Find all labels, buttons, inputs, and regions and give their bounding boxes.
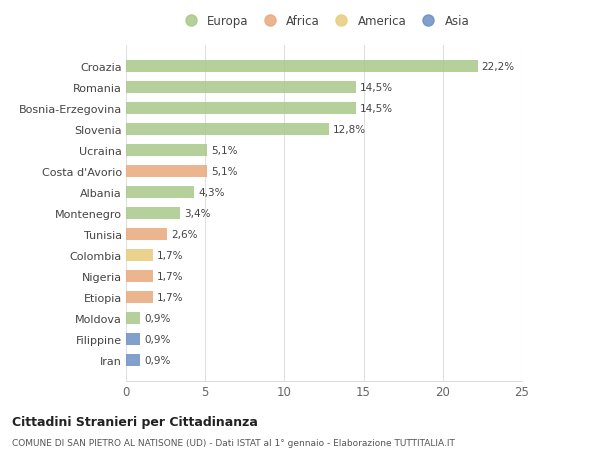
Bar: [126, 187, 194, 198]
Text: 0,9%: 0,9%: [144, 313, 170, 323]
Bar: [126, 82, 356, 94]
Text: 1,7%: 1,7%: [157, 271, 184, 281]
Text: 2,6%: 2,6%: [171, 230, 197, 239]
Text: 14,5%: 14,5%: [359, 83, 393, 93]
Text: 1,7%: 1,7%: [157, 292, 184, 302]
Text: 0,9%: 0,9%: [144, 334, 170, 344]
Bar: [126, 333, 140, 345]
Text: Cittadini Stranieri per Cittadinanza: Cittadini Stranieri per Cittadinanza: [12, 415, 258, 428]
Text: 14,5%: 14,5%: [359, 104, 393, 114]
Bar: [126, 250, 153, 261]
Bar: [126, 61, 478, 73]
Bar: [126, 291, 153, 303]
Bar: [126, 270, 153, 282]
Bar: [126, 166, 207, 177]
Text: COMUNE DI SAN PIETRO AL NATISONE (UD) - Dati ISTAT al 1° gennaio - Elaborazione : COMUNE DI SAN PIETRO AL NATISONE (UD) - …: [12, 438, 455, 448]
Bar: [126, 354, 140, 366]
Text: 1,7%: 1,7%: [157, 250, 184, 260]
Bar: [126, 313, 140, 324]
Text: 0,9%: 0,9%: [144, 355, 170, 365]
Text: 12,8%: 12,8%: [333, 125, 366, 134]
Bar: [126, 103, 356, 114]
Bar: [126, 124, 329, 135]
Bar: [126, 145, 207, 157]
Text: 3,4%: 3,4%: [184, 208, 211, 218]
Bar: [126, 207, 180, 219]
Text: 5,1%: 5,1%: [211, 167, 237, 177]
Text: 5,1%: 5,1%: [211, 146, 237, 156]
Text: 4,3%: 4,3%: [198, 188, 224, 197]
Legend: Europa, Africa, America, Asia: Europa, Africa, America, Asia: [175, 11, 473, 32]
Text: 22,2%: 22,2%: [482, 62, 515, 72]
Bar: [126, 229, 167, 240]
